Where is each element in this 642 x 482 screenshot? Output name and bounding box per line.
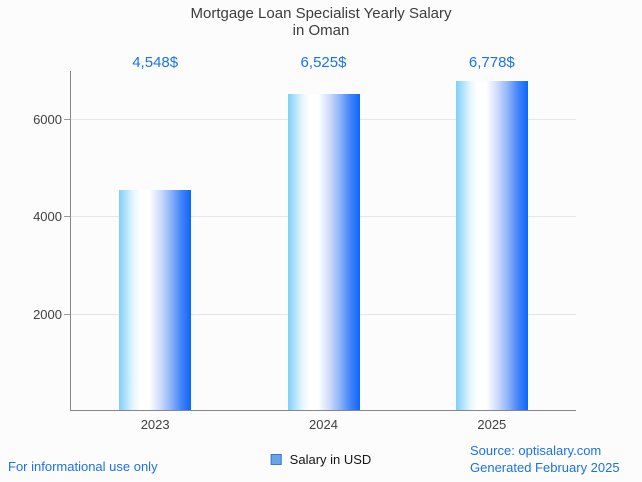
plot-area (64, 71, 576, 411)
y-tick-mark (64, 313, 70, 315)
bar-value-label: 6,778$ (468, 54, 515, 71)
y-tick-label: 6000 (33, 112, 62, 128)
y-tick-label: 2000 (33, 306, 62, 322)
generated-text: Generated February 2025 (470, 460, 620, 475)
bar-2023[interactable] (119, 189, 192, 411)
y-tick-mark (64, 119, 70, 121)
legend[interactable]: Salary in USD (270, 452, 372, 467)
bar-value-label: 4,548$ (132, 54, 179, 71)
bar-value-label: 6,525$ (300, 54, 347, 71)
source-block: Source: optisalary.com Generated Februar… (470, 442, 620, 476)
chart-title-line1: Mortgage Loan Specialist Yearly Salary (190, 5, 452, 22)
y-tick-mark (64, 216, 70, 218)
legend-marker-icon (270, 454, 282, 465)
chart-title-line2: in Oman (292, 21, 350, 39)
x-category-label: 2024 (309, 417, 338, 432)
chart-title: Mortgage Loan Specialist Yearly Salary i… (0, 5, 642, 39)
bar-2025[interactable] (455, 81, 528, 411)
disclaimer-text: For informational use only (8, 459, 158, 474)
x-category-label: 2023 (140, 417, 170, 432)
x-category-label: 2025 (477, 417, 507, 432)
bar-2024[interactable] (287, 93, 360, 411)
source-text: Source: optisalary.com (470, 443, 602, 458)
legend-label: Salary in USD (289, 452, 372, 467)
y-tick-label: 4000 (33, 209, 62, 225)
x-axis-line (70, 410, 576, 411)
y-axis-line (70, 71, 71, 411)
